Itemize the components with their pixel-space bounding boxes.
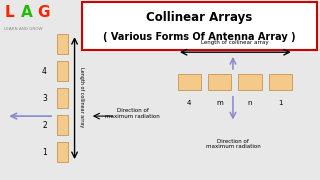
Text: Collinear Arrays: Collinear Arrays — [146, 11, 252, 24]
Bar — [82, 2, 317, 50]
Bar — [57, 115, 68, 135]
Bar — [57, 88, 68, 108]
Bar — [178, 74, 201, 90]
Text: L: L — [4, 5, 14, 20]
Text: A: A — [21, 5, 33, 20]
Text: Direction of
maximum radiation: Direction of maximum radiation — [105, 108, 160, 119]
Text: 3: 3 — [42, 94, 47, 103]
Text: 1: 1 — [42, 148, 47, 157]
Bar — [57, 61, 68, 81]
Bar — [269, 74, 292, 90]
Text: LEARN AND GROW: LEARN AND GROW — [4, 27, 43, 31]
Text: ( Various Forms Of Antenna Array ): ( Various Forms Of Antenna Array ) — [103, 32, 296, 42]
Text: 1: 1 — [278, 100, 283, 106]
Bar — [238, 74, 262, 90]
Text: 4: 4 — [187, 100, 191, 106]
Text: 4: 4 — [42, 67, 47, 76]
Text: G: G — [37, 5, 49, 20]
Text: Direction of
maximum radiation: Direction of maximum radiation — [205, 139, 260, 149]
Bar — [208, 74, 231, 90]
Text: Length of collinear array: Length of collinear array — [79, 67, 84, 127]
Bar — [57, 34, 68, 54]
Text: Length of collinear array: Length of collinear array — [201, 40, 269, 45]
Bar — [57, 142, 68, 162]
Text: m: m — [216, 100, 223, 106]
Text: 2: 2 — [42, 121, 47, 130]
Text: n: n — [248, 100, 252, 106]
